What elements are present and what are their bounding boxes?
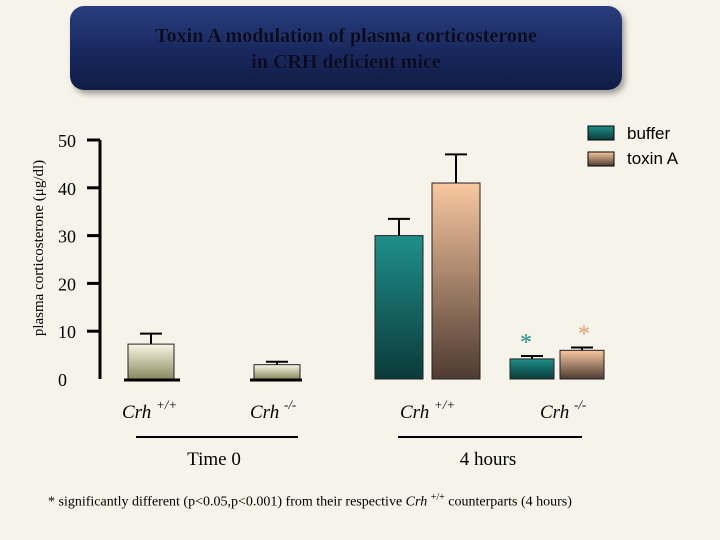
footnote-text: * significantly different (p<0.05,p<0.00… [48,494,406,510]
bar-time0-0 [127,343,175,380]
footnote: * significantly different (p<0.05,p<0.00… [48,492,708,511]
legend: buffer toxin A [587,124,679,168]
legend-label-buffer: buffer [627,124,671,143]
time-label-4-hours: 4 hours [460,449,516,470]
chart-title-line2: in CRH deficient mice [251,51,441,73]
genotype: Crh [400,402,434,423]
group-label: Crh +/+ [400,397,455,423]
group-label: Crh -/- [540,397,586,423]
y-tick-label: 50 [58,131,76,151]
genotype: Crh [250,402,284,423]
bars: * * [124,153,605,382]
legend-swatch-toxin [587,151,615,167]
y-ticks: 0 10 20 30 40 50 [58,131,100,390]
significance-star: * [578,321,590,347]
footnote-crh: Crh [405,494,428,510]
y-tick-label: 20 [58,274,76,294]
genotype: Crh [122,402,156,423]
genotype-superscript: +/+ [156,397,177,412]
y-tick-label: 10 [58,322,76,342]
group-label: Crh +/+ [122,397,177,423]
significance-star: * [520,330,532,356]
genotype-superscript: +/+ [434,397,455,412]
legend-swatch-buffer [587,125,615,141]
genotype-superscript: -/- [284,397,296,412]
group-label: Crh -/- [250,397,296,423]
y-tick-label: 0 [58,370,67,390]
y-axis-title: plasma corticosterone (μg/dl) [31,160,47,336]
footnote-sup: +/+ [430,492,445,503]
bar-buffer-2 [374,235,424,380]
bar-time0-1 [253,364,301,380]
time-label-time0: Time 0 [187,449,241,470]
genotype: Crh [540,402,574,423]
y-tick-label: 30 [58,227,76,247]
genotype-superscript: -/- [574,397,586,412]
chart-title-line1: Toxin A modulation of plasma corticoster… [155,25,537,47]
legend-label-toxin: toxin A [627,149,679,168]
footnote-text-end: counterparts (4 hours) [444,494,572,510]
title-box: Toxin A modulation of plasma corticoster… [70,6,622,90]
bar-toxin-a-3 [431,182,481,380]
bar-buffer-4 [509,358,555,380]
y-tick-label: 40 [58,179,76,199]
bar-toxin-a-5 [559,349,605,380]
